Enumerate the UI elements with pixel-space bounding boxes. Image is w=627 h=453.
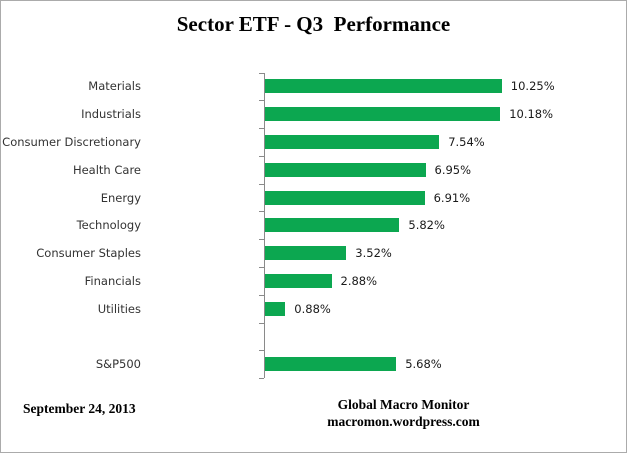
- value-label: 2.88%: [340, 273, 378, 288]
- category-label: Materials: [88, 79, 141, 94]
- bar: [265, 218, 400, 233]
- axis-tick: [259, 350, 264, 352]
- axis-tick: [259, 72, 264, 74]
- axis-tick: [259, 239, 264, 241]
- credit-url: macromon.wordpress.com: [327, 414, 480, 429]
- category-label: S&P500: [95, 357, 141, 372]
- value-label: 0.88%: [294, 301, 331, 316]
- axis-tick: [259, 294, 264, 296]
- axis-tick: [259, 211, 264, 213]
- value-label: 10.25%: [510, 79, 555, 94]
- axis-tick: [259, 155, 264, 157]
- category-axis: [264, 72, 265, 378]
- value-label: 6.91%: [433, 190, 471, 205]
- bar: [265, 190, 425, 205]
- bar: [265, 79, 502, 94]
- value-label: 10.18%: [509, 107, 554, 122]
- value-label: 6.95%: [434, 162, 472, 177]
- value-label: 7.54%: [448, 134, 485, 149]
- category-label: Consumer Staples: [36, 246, 141, 260]
- value-label: 5.68%: [405, 357, 442, 372]
- bar: [265, 357, 397, 372]
- bar: [265, 162, 426, 177]
- bar: [265, 107, 501, 122]
- category-label: Utilities: [97, 301, 141, 316]
- value-label: 3.52%: [355, 246, 392, 260]
- category-label: Health Care: [72, 162, 141, 177]
- category-label: Consumer Discretionary: [2, 134, 141, 149]
- category-label: Energy: [100, 190, 141, 205]
- axis-tick: [259, 378, 264, 379]
- credit-block: Global Macro Monitor macromon.wordpress.…: [306, 396, 501, 430]
- axis-tick: [259, 266, 264, 268]
- bar: [265, 134, 440, 149]
- axis-tick: [259, 183, 264, 185]
- category-label: Technology: [76, 218, 141, 233]
- category-label: Industrials: [81, 107, 141, 122]
- category-label: Financials: [84, 273, 141, 288]
- bar: [265, 273, 332, 288]
- credit-name: Global Macro Monitor: [337, 397, 470, 412]
- axis-tick: [259, 128, 264, 129]
- chart-title: Sector ETF - Q3 Performance: [176, 12, 451, 36]
- bar: [265, 246, 347, 260]
- axis-tick: [259, 322, 264, 324]
- date-label: September 24, 2013: [23, 401, 136, 416]
- axis-tick: [259, 100, 264, 102]
- value-label: 5.82%: [408, 218, 445, 233]
- bar: [265, 301, 286, 316]
